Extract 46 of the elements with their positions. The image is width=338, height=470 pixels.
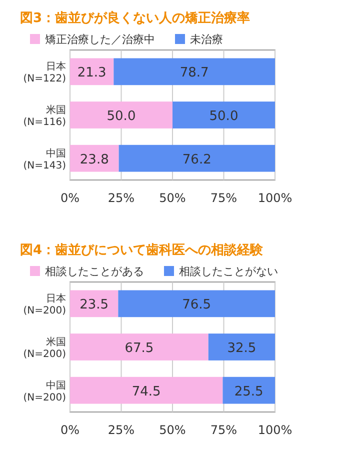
bar <box>118 144 275 172</box>
data-label: 74.5 <box>132 384 161 400</box>
bar <box>70 58 114 86</box>
data-label: 50.0 <box>106 109 136 124</box>
x-tick-label: 75% <box>210 423 238 437</box>
y-tick-label: 中国 (N=143) <box>23 147 66 172</box>
bar <box>70 144 119 172</box>
legend-label: 矯正治療した／治療中 <box>45 33 155 46</box>
y-tick-label: 米国 (N=116) <box>23 104 66 128</box>
data-label: 67.5 <box>124 341 154 356</box>
x-tick-label: 0% <box>60 191 80 205</box>
x-tick-label: 50% <box>159 191 186 205</box>
chart-title: 図4：歯並びについて歯科医への相談経験 <box>20 242 264 258</box>
bar <box>70 334 208 360</box>
x-tick-label: 100% <box>258 423 292 437</box>
chart-title: 図3：歯並びが良くない人の矯正治療率 <box>20 10 250 26</box>
legend-label: 相談したことがない <box>179 265 278 278</box>
bar <box>114 58 275 86</box>
y-tick-label: 中国 (N=200) <box>23 379 66 404</box>
y-tick-label: 日本 (N=122) <box>23 60 66 85</box>
x-tick-label: 25% <box>108 423 135 437</box>
data-label: 76.2 <box>182 152 212 168</box>
data-label: 21.3 <box>77 66 106 81</box>
bar <box>70 376 223 404</box>
bar <box>222 376 275 404</box>
legend-label: 未治療 <box>190 33 223 46</box>
x-tick-label: 25% <box>108 191 135 205</box>
data-label: 50.0 <box>209 109 238 124</box>
data-label: 25.5 <box>234 384 264 400</box>
data-label: 23.5 <box>80 298 109 313</box>
x-tick-label: 0% <box>60 423 80 437</box>
x-tick-label: 100% <box>258 191 292 205</box>
y-tick-label: 日本 (N=200) <box>23 292 66 317</box>
data-label: 23.8 <box>80 152 109 168</box>
bar <box>208 334 275 360</box>
data-label: 78.7 <box>180 66 209 81</box>
bar <box>172 102 275 128</box>
x-tick-label: 50% <box>159 423 186 437</box>
bar <box>70 290 118 318</box>
bar <box>70 102 172 128</box>
y-tick-label: 米国 (N=200) <box>23 336 66 360</box>
data-label: 32.5 <box>227 341 256 356</box>
bar <box>118 290 275 318</box>
legend-label: 相談したことがある <box>45 265 144 278</box>
x-tick-label: 75% <box>210 191 238 205</box>
data-label: 76.5 <box>182 298 212 313</box>
